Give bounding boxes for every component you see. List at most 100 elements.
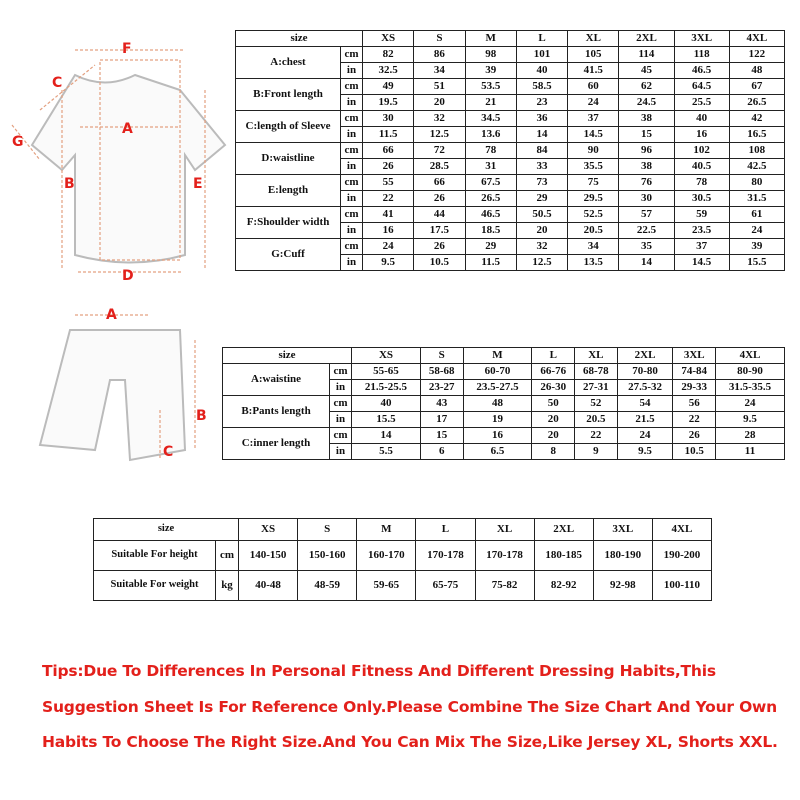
- value-cell: 34: [567, 238, 620, 255]
- value-cell: 160-170: [356, 540, 417, 571]
- size-column-header: XL: [567, 30, 620, 47]
- value-cell: 22: [361, 190, 415, 207]
- value-cell: 33: [515, 158, 569, 175]
- value-cell: 16.5: [728, 126, 786, 143]
- measurement-label: Suitable For weight: [93, 570, 216, 601]
- value-cell: 8: [531, 443, 576, 460]
- header-row: size XS S M L XL 2XL 3XL 4XL: [93, 518, 713, 541]
- value-cell: 6.5: [462, 443, 533, 460]
- size-column-header: 3XL: [673, 30, 730, 47]
- table-row: in 11.5 12.5 13.6 14 14.5 15 16 16.5: [236, 126, 786, 143]
- table-row: F:Shoulder width cm 41 44 46.5 50.5 52.5 57 59 61: [235, 206, 786, 239]
- unit-label: in: [340, 62, 363, 79]
- value-cell: 59-65: [356, 570, 417, 601]
- measurement-label: D:waistline: [235, 142, 341, 175]
- value-cell: 86: [413, 46, 466, 63]
- value-cell: 100-110: [651, 570, 713, 601]
- value-cell: 73: [515, 174, 569, 191]
- value-cell: 26: [413, 190, 466, 207]
- value-cell: 31.5-35.5: [715, 379, 785, 396]
- value-cell: 36: [515, 110, 569, 127]
- value-cell: 5.5: [351, 443, 421, 460]
- value-cell: 42: [728, 110, 786, 127]
- header-row: size XS S M L XL 2XL 3XL 4XL: [222, 347, 785, 364]
- table-row: in 22 26 26.5 29 29.5 30 30.5 31.5: [236, 190, 786, 207]
- unit-label: cm: [340, 206, 363, 223]
- label-d: D: [122, 268, 134, 284]
- unit-label: in: [329, 443, 352, 460]
- value-cell: 13.6: [464, 126, 517, 143]
- value-cell: 14: [618, 254, 675, 271]
- table-row: Suitable For height cm 140-150 150-160 160-1…: [93, 540, 713, 571]
- unit-label: cm: [329, 427, 352, 444]
- size-column-header: S: [413, 30, 466, 47]
- value-cell: 76: [618, 174, 675, 191]
- value-cell: 26.5: [728, 94, 786, 111]
- measurement-label: A:chest: [235, 46, 341, 79]
- value-cell: 25.5: [673, 94, 730, 111]
- value-cell: 24: [616, 427, 674, 444]
- size-column-header: S: [419, 347, 464, 364]
- value-cell: 26: [672, 427, 717, 444]
- value-cell: 13.5: [567, 254, 620, 271]
- size-column-header: 4XL: [715, 347, 785, 364]
- value-cell: 170-178: [474, 540, 535, 571]
- value-cell: 21: [464, 94, 517, 111]
- value-cell: 38: [618, 110, 675, 127]
- value-cell: 20: [531, 411, 576, 428]
- value-cell: 90: [567, 142, 620, 159]
- label-g: G: [12, 134, 24, 150]
- value-cell: 24: [567, 94, 620, 111]
- value-cell: 39: [464, 62, 517, 79]
- measurement-label: C:length of Sleeve: [235, 110, 341, 143]
- label-b: B: [64, 176, 75, 192]
- value-cell: 48-59: [297, 570, 358, 601]
- value-cell: 18.5: [464, 222, 517, 239]
- label-f: F: [122, 41, 132, 57]
- value-cell: 43: [419, 395, 464, 412]
- value-cell: 108: [728, 142, 786, 159]
- value-cell: 23: [515, 94, 569, 111]
- value-cell: 40: [351, 395, 421, 412]
- table-row: in 9.5 10.5 11.5 12.5 13.5 14 14.5 15.5: [236, 254, 786, 271]
- table-row: A:waistine cm 55-65 58-68 60-70 66-76 68-78 70-…: [222, 363, 785, 396]
- value-cell: 58-68: [419, 363, 464, 380]
- value-cell: 26-30: [531, 379, 576, 396]
- value-cell: 15.5: [728, 254, 786, 271]
- value-cell: 102: [673, 142, 730, 159]
- unit-label: cm: [340, 174, 363, 191]
- value-cell: 180-185: [533, 540, 594, 571]
- value-cell: 40.5: [673, 158, 730, 175]
- value-cell: 6: [419, 443, 464, 460]
- size-column-header: XS: [351, 347, 421, 364]
- size-column-header: 3XL: [672, 347, 717, 364]
- value-cell: 50.5: [515, 206, 569, 223]
- value-cell: 92-98: [592, 570, 653, 601]
- measurement-label: E:length: [235, 174, 341, 207]
- table-row: G:Cuff cm 24 26 29 32 34 35 37 39: [235, 238, 786, 271]
- unit-label: cm: [340, 78, 363, 95]
- value-cell: 75-82: [474, 570, 535, 601]
- value-cell: 30: [361, 110, 415, 127]
- value-cell: 26: [413, 238, 466, 255]
- table-row: C:length of Sleeve cm 30 32 34.5 36 37 38 40 42: [235, 110, 786, 143]
- size-column-header: XS: [361, 30, 415, 47]
- unit-label: in: [340, 158, 363, 175]
- value-cell: 14.5: [673, 254, 730, 271]
- size-column-header: M: [356, 518, 417, 541]
- unit-label: in: [340, 94, 363, 111]
- value-cell: 68-78: [574, 363, 618, 380]
- value-cell: 64.5: [673, 78, 730, 95]
- value-cell: 51: [413, 78, 466, 95]
- unit-label: in: [340, 254, 363, 271]
- label-b: B: [196, 408, 207, 424]
- value-cell: 29: [464, 238, 517, 255]
- value-cell: 58.5: [515, 78, 569, 95]
- value-cell: 30: [618, 190, 675, 207]
- value-cell: 11.5: [361, 126, 415, 143]
- size-column-header: L: [415, 518, 476, 541]
- value-cell: 74-84: [672, 363, 717, 380]
- value-cell: 32: [515, 238, 569, 255]
- value-cell: 65-75: [415, 570, 476, 601]
- value-cell: 66-76: [531, 363, 576, 380]
